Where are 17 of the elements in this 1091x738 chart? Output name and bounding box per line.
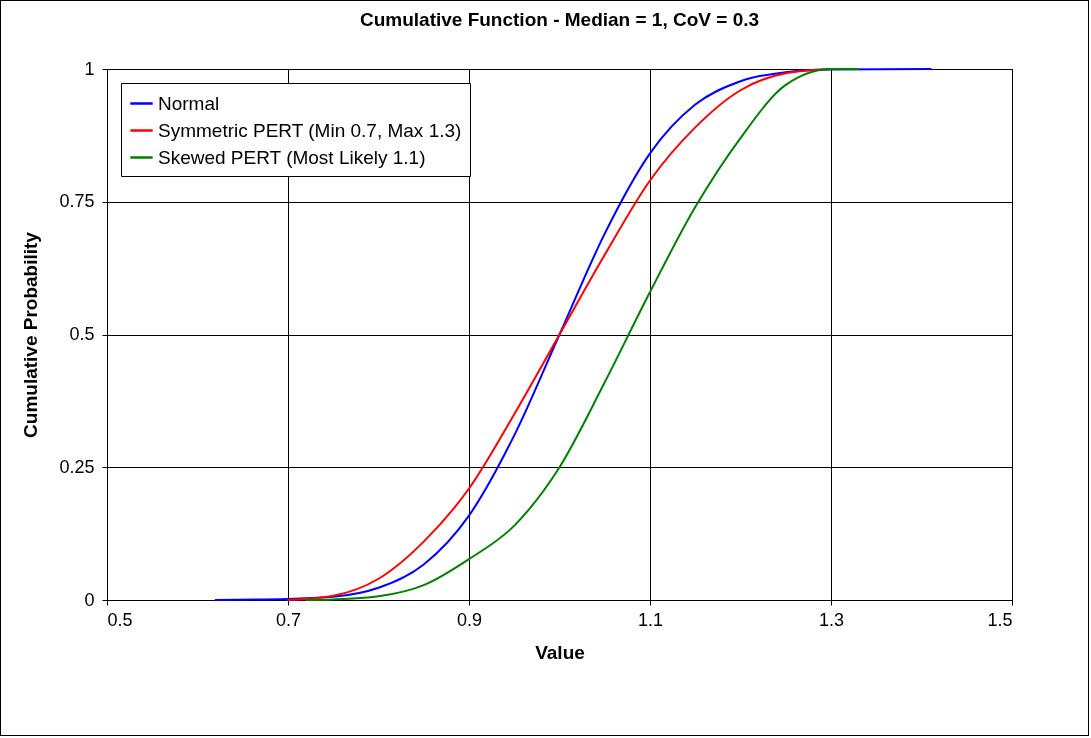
- legend-label: Skewed PERT (Most Likely 1.1): [158, 146, 426, 168]
- chart-title: Cumulative Function - Median = 1, CoV = 0.3: [359, 9, 760, 30]
- y-tick-label: 1: [84, 58, 95, 79]
- y-tick-label: 0: [84, 589, 95, 610]
- y-tick-label: 0.25: [59, 456, 95, 477]
- y-tick-label: 0.5: [69, 324, 95, 344]
- x-tick-label: 1.5: [987, 609, 1013, 630]
- y-axis-title: Cumulative Probability: [20, 231, 42, 438]
- x-tick-label: 0.9: [456, 609, 483, 630]
- x-axis-title: Value: [535, 641, 585, 663]
- x-tick-label: 1.1: [637, 609, 664, 630]
- y-tick-label: 0.75: [59, 191, 95, 212]
- x-tick-label: 0.7: [275, 609, 302, 630]
- legend-label: Symmetric PERT (Min 0.7, Max 1.3): [158, 119, 462, 141]
- x-tick-label: 1.3: [818, 609, 845, 630]
- legend-label: Normal: [158, 92, 220, 114]
- x-tick-label: 0.5: [107, 609, 133, 630]
